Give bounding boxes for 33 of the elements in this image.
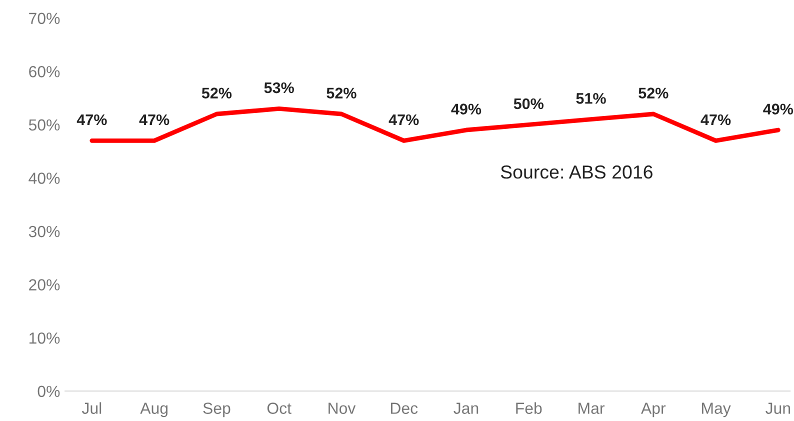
x-tick-label: Jan	[454, 402, 478, 414]
x-tick-label: Apr	[641, 402, 666, 418]
x-tick-label: Nov	[328, 402, 356, 414]
x-tick-label: Mar	[578, 402, 605, 414]
x-tick-label: Sep	[203, 402, 230, 418]
x-tick-label: Jul	[82, 402, 102, 414]
text: 49%	[451, 104, 482, 114]
x-tick-label: Feb	[516, 402, 542, 414]
x-tick-label: Aug	[140, 402, 168, 418]
y-tick-label: 40%	[28, 172, 60, 184]
annotation: Source: ABS 2016	[500, 165, 652, 179]
y-tick-label: 20%	[29, 279, 60, 290]
y-tick-label: 60%	[29, 66, 60, 78]
y-tick-label: 50%	[28, 119, 60, 131]
text: 47%	[388, 114, 419, 126]
x-tick-label: Dec	[390, 402, 418, 414]
y-tick-label: 10%	[30, 332, 60, 344]
text: 52%	[326, 88, 356, 98]
text: 47%	[139, 114, 170, 126]
text: 47%	[76, 114, 107, 126]
text: 47%	[700, 114, 731, 126]
x-tick-label: Oct	[267, 402, 292, 414]
x-tick-label: Jun	[766, 402, 790, 414]
x-tick-label: May	[702, 402, 731, 418]
text: 52%	[202, 88, 232, 98]
y-tick-label: 70%	[29, 12, 60, 24]
text: 52%	[638, 88, 668, 98]
text: 53%	[264, 82, 294, 94]
text: 49%	[763, 104, 794, 114]
y-tick-label: 0%	[38, 386, 60, 398]
text: 50%	[514, 98, 544, 110]
y-tick-label: 30%	[28, 226, 60, 238]
text: 51%	[576, 93, 606, 104]
